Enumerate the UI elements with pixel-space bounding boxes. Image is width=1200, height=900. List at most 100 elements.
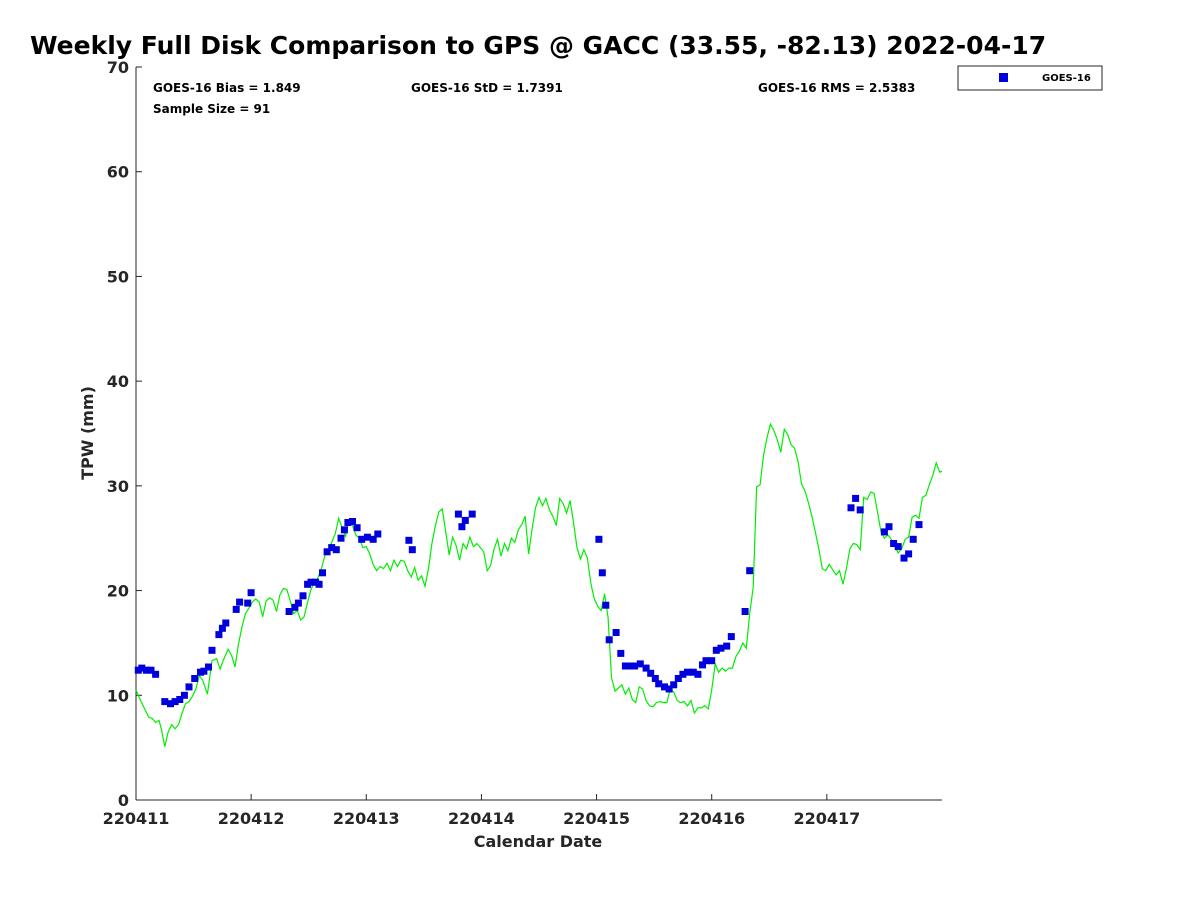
goes-16-point [661,683,668,691]
goes-16-point [708,657,716,665]
goes-16-point [191,675,199,682]
goes-16-point [702,657,710,665]
goes-16-point [323,548,331,556]
goes-16-point [626,662,634,670]
goes-16-point [319,569,326,577]
goes-16-point [344,519,352,526]
goes-16-point [152,670,160,678]
goes-16-point [294,599,302,607]
legend-box [957,65,1103,91]
goes-16-point [299,592,307,600]
x-ticks: 220411 220412 220413 220414 220415 220416 2204… [103,794,860,828]
x-tick-label: 220411 [103,809,170,828]
goes-16-point [595,535,603,543]
goes-16-point [746,567,754,575]
goes-16-point [712,646,720,654]
goes-16-point [885,523,893,531]
goes-16-point [215,631,223,639]
y-axis-label: TPW (mm) [78,386,97,480]
goes-16-point [612,629,620,636]
goes-16-point [328,544,336,552]
goes-16-point [349,518,356,525]
goes-16-point [847,504,855,512]
goes-16-point [461,516,469,524]
goes-16-point [905,550,913,558]
goes-16-series [134,494,923,708]
goes-16-point [208,646,216,654]
x-tick-label: 220414 [448,809,515,828]
goes-16-point [602,601,610,609]
goes-16-point [723,642,731,650]
y-ticks: 0 10 20 30 40 50 60 70 [107,58,142,810]
goes-16-point [138,664,146,672]
goes-16-point [665,685,673,693]
goes-16-point [222,619,230,627]
goes-16-point [642,664,650,672]
goes-16-point [900,554,908,562]
goes-16-point [307,578,315,586]
goes-16-point [890,540,898,547]
y-tick-label: 40 [107,372,129,391]
goes-16-point [171,698,179,706]
goes-16-point [374,530,382,538]
y-tick-label: 60 [107,163,129,182]
goes-16-point [161,698,169,706]
x-tick-label: 220417 [793,809,860,828]
goes-16-point [679,670,687,678]
x-axis-label: Calendar Date [474,832,603,851]
goes-16-point [247,589,255,597]
chart-title: Weekly Full Disk Comparison to GPS @ GAC… [30,31,1046,60]
x-tick-label: 220415 [563,809,630,828]
goes-16-point [894,543,902,551]
goes-16-point [655,680,663,688]
goes-16-point [285,608,293,615]
goes-16-point [454,510,462,518]
goes-16-point [176,696,184,703]
goes-16-point [185,683,193,691]
x-tick-label: 220416 [678,809,745,828]
goes-16-point [405,536,413,544]
goes-16-point [363,533,371,541]
goes-16-point [699,661,706,669]
std-stat: GOES-16 StD = 1.7391 [411,81,563,95]
goes-16-point [218,624,226,632]
goes-16-point [458,523,466,531]
goes-16-point [180,691,188,699]
goes-16-point [741,608,749,615]
goes-16-point [205,663,212,671]
y-tick-label: 50 [107,267,129,286]
goes-16-point [717,644,725,652]
goes-16-point [915,521,923,529]
goes-16-point [852,494,860,502]
goes-16-point [340,526,348,534]
goes-16-point [621,662,629,670]
goes-16-point [647,669,655,677]
goes-16-point [244,599,252,607]
gps-series-line [135,422,943,747]
goes-16-point [636,660,644,668]
goes-16-point [353,524,361,532]
x-tick-label: 220413 [333,809,400,828]
rms-stat: GOES-16 RMS = 2.5383 [758,81,915,95]
bias-stat: GOES-16 Bias = 1.849 [153,81,301,95]
goes-16-point [617,649,625,657]
y-tick-label: 20 [107,582,129,601]
goes-16-point [909,535,917,543]
goes-16-point [291,603,299,611]
goes-16-point [358,535,366,543]
y-tick-label: 70 [107,58,129,77]
goes-16-point [689,668,697,676]
goes-16-point [651,675,659,682]
goes-16-point [880,528,888,536]
x-tick-label: 220412 [218,809,285,828]
goes-16-point [598,569,606,577]
legend: GOES-16 [957,65,1103,91]
goes-16-point [605,636,613,644]
goes-16-point [142,666,150,674]
goes-16-point [684,668,691,676]
y-tick-label: 30 [107,477,129,496]
goes-16-point [408,546,416,554]
goes-16-point [670,681,678,689]
y-tick-label: 10 [107,686,129,705]
goes-16-point [236,598,244,606]
